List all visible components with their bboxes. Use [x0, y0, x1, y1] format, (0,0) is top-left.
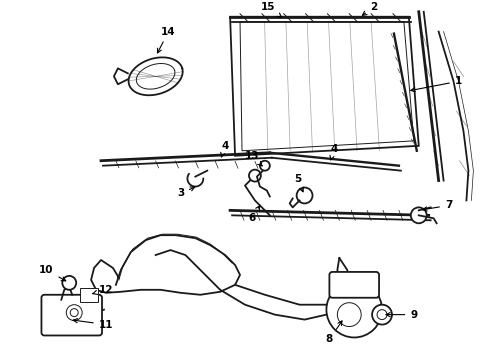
Circle shape — [326, 282, 382, 337]
Text: 11: 11 — [73, 319, 113, 329]
Text: 9: 9 — [386, 310, 417, 320]
Text: 12: 12 — [93, 285, 113, 295]
Text: 1: 1 — [411, 76, 462, 92]
FancyBboxPatch shape — [80, 288, 98, 302]
Text: 4: 4 — [330, 144, 338, 160]
Text: 2: 2 — [363, 2, 378, 15]
Circle shape — [411, 207, 427, 223]
Circle shape — [296, 188, 313, 203]
Text: 14: 14 — [157, 27, 176, 53]
Text: 7: 7 — [423, 201, 452, 211]
Circle shape — [62, 276, 76, 290]
Text: 6: 6 — [248, 206, 260, 223]
Circle shape — [372, 305, 392, 325]
Text: 15: 15 — [261, 2, 282, 17]
Circle shape — [260, 161, 270, 171]
Circle shape — [249, 170, 261, 181]
FancyBboxPatch shape — [329, 272, 379, 298]
Text: 10: 10 — [39, 265, 66, 281]
Text: 5: 5 — [294, 174, 303, 192]
Text: 13: 13 — [245, 151, 262, 166]
Text: 8: 8 — [326, 321, 342, 345]
FancyBboxPatch shape — [42, 295, 102, 336]
Text: 4: 4 — [221, 141, 229, 157]
Text: 3: 3 — [177, 187, 195, 198]
